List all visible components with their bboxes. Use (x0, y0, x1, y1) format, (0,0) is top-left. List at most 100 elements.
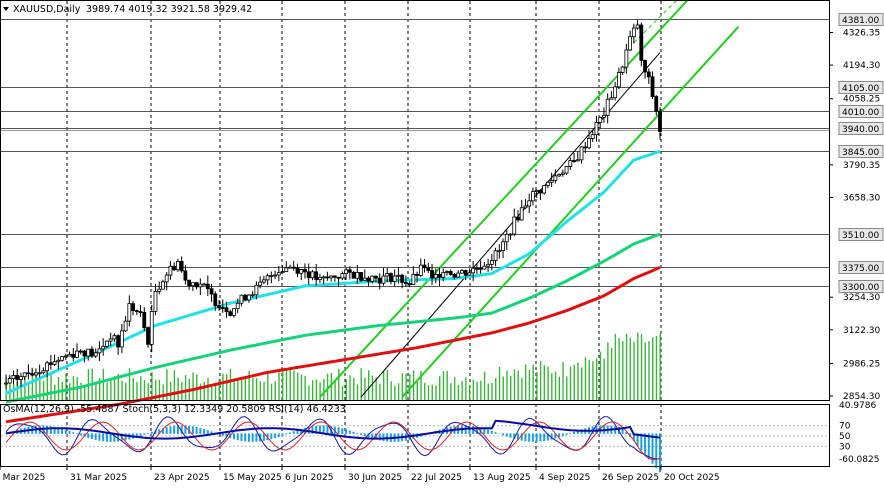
volume-bar (308, 385, 310, 400)
x-tick-label: 26 Sep 2025 (602, 473, 659, 483)
osma-bar (659, 433, 661, 473)
volume-bar (196, 374, 198, 400)
candle-body (303, 268, 307, 273)
osma-bar (147, 432, 150, 434)
level-tag-label: 3510.00 (842, 231, 879, 241)
volume-bar (562, 362, 564, 400)
candle-body (336, 276, 341, 279)
osma-bar (165, 427, 168, 434)
volume-bar (453, 377, 456, 400)
candle-body (194, 282, 199, 288)
candle-body (590, 134, 595, 139)
channel-line (633, 0, 678, 44)
candle-body (7, 378, 12, 384)
candle-body (332, 275, 337, 278)
osma-bar (161, 428, 164, 434)
level-tag-label: 3375.00 (842, 264, 879, 274)
candle-body (579, 146, 584, 161)
candle-body (280, 271, 285, 274)
volume-bar (27, 384, 30, 400)
osma-bar (468, 425, 471, 434)
volume-bar (368, 370, 370, 400)
volume-bar (420, 371, 422, 400)
volume-bar (162, 384, 164, 400)
volume-bar (151, 372, 153, 400)
osma-bar (367, 433, 370, 438)
volume-bar (382, 371, 385, 400)
y-tick-label: 2986.25 (843, 359, 880, 369)
candle-body (310, 271, 315, 279)
candle-body (134, 310, 139, 313)
volume-bar (282, 370, 284, 400)
osma-bar (565, 433, 568, 435)
candle-body (101, 345, 106, 350)
volume-bar (577, 362, 579, 400)
price-levels: 4381.00 4105.00 4010.00 3940.00 3845.00 3510.… (1, 13, 884, 293)
volume-bar (169, 381, 172, 400)
volume-bar (252, 377, 254, 400)
osma-bar (72, 432, 75, 434)
osma-bar (326, 425, 329, 434)
candle-body (142, 311, 147, 329)
volume-bar (506, 370, 508, 400)
volume-bar (24, 376, 26, 400)
candle-body (400, 274, 405, 283)
volume-bar (502, 376, 504, 400)
osma-bar (68, 430, 71, 434)
candle-body (112, 335, 117, 340)
volume-bar (364, 377, 366, 400)
y-tick-label: 2854.30 (843, 392, 880, 402)
volume-bar (57, 377, 60, 400)
osma-bar (569, 433, 572, 434)
candle-body (605, 98, 610, 116)
candle-body (583, 146, 588, 149)
candle-body (643, 59, 647, 73)
candle-body (11, 375, 16, 379)
candle-body (519, 207, 524, 221)
osma-bar (311, 426, 314, 434)
x-tick-label: 7 Mar 2025 (0, 473, 45, 483)
volume-bar (311, 380, 314, 400)
volume-bar (588, 360, 590, 400)
indicator-header: OsMA(12,26,9) -55.4887 Stoch(5,3,3) 12.3… (3, 404, 346, 415)
volume-bar (461, 380, 463, 400)
candle-body (441, 272, 446, 278)
volume-bar (113, 376, 116, 400)
osma-bar (255, 433, 258, 442)
osma-bar (180, 425, 183, 434)
osma-bar (102, 433, 105, 442)
candle-body (575, 159, 580, 162)
volume-bar (584, 357, 587, 400)
volume-bar (278, 372, 280, 400)
volume-bar (42, 380, 45, 400)
volume-bar (65, 373, 67, 400)
candle-body (650, 76, 655, 97)
volume-bar (334, 381, 336, 400)
osma-bar (352, 431, 355, 434)
volume-bar (255, 378, 258, 400)
candle-body (374, 275, 378, 279)
volume-bar (106, 382, 108, 400)
candle-body (78, 350, 83, 353)
osma-bar (371, 433, 374, 439)
volume-bar (9, 375, 11, 400)
osma-bar (322, 425, 325, 434)
volume-bar (289, 369, 291, 400)
osma-bar (647, 433, 650, 460)
volume-bar (192, 372, 194, 400)
level-tag-label: 3845.00 (842, 148, 879, 158)
osma-bar (210, 431, 213, 434)
volume-bar (427, 385, 430, 400)
candle-body (370, 275, 375, 282)
volume-bar (592, 361, 594, 400)
osma-bar (378, 433, 381, 441)
candle-body (19, 376, 23, 380)
osma-bar (109, 433, 112, 442)
volume-bar (20, 378, 22, 400)
volume-bar (472, 379, 475, 400)
volume-bar (371, 375, 374, 400)
volume-bar (513, 369, 516, 400)
candle-body (116, 335, 121, 348)
chevron-down-icon[interactable] (3, 7, 9, 11)
